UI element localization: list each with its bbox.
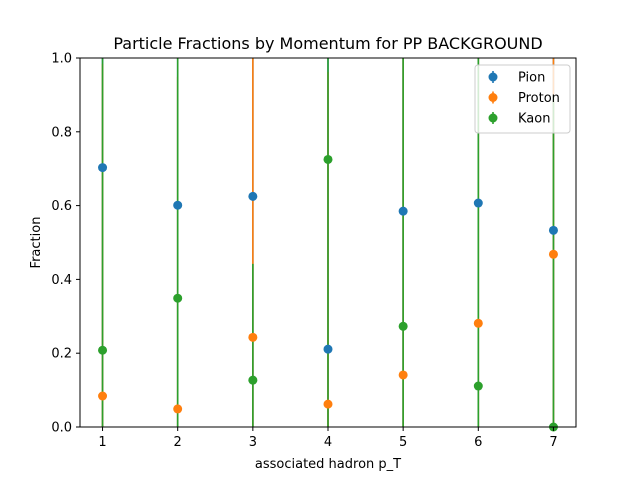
pion-point	[173, 200, 183, 210]
x-tick-label: 7	[549, 435, 557, 450]
legend-marker	[488, 113, 498, 123]
x-tick-label: 5	[399, 435, 407, 450]
kaon-point	[173, 293, 183, 303]
y-tick-label: 0.6	[51, 199, 72, 214]
y-tick-label: 1.0	[51, 52, 72, 67]
y-tick-label: 0.2	[51, 347, 72, 362]
proton-point	[173, 404, 183, 414]
proton-point	[98, 391, 108, 401]
legend-marker	[488, 93, 498, 102]
legend-entry-proton: Proton	[488, 91, 560, 106]
y-tick-label: 0.8	[51, 125, 72, 140]
y-tick-label: 0.4	[51, 273, 72, 288]
x-axis: 1 2 3 4 5 6 7	[98, 427, 558, 450]
legend-label: Proton	[518, 91, 560, 106]
x-tick-label: 4	[324, 435, 332, 450]
proton-point	[248, 332, 258, 342]
data-points	[98, 154, 558, 432]
legend-label: Kaon	[518, 112, 550, 127]
kaon-point	[398, 321, 408, 331]
legend-box	[474, 64, 571, 134]
legend-marker	[488, 72, 498, 82]
y-axis: 0.0 0.2 0.4 0.6 0.8 1.0	[51, 52, 80, 436]
pion-point	[98, 163, 108, 173]
legend-entry-kaon: Kaon	[488, 112, 550, 127]
kaon-point	[473, 381, 483, 391]
proton-point	[473, 318, 483, 328]
pion-point	[548, 225, 558, 235]
x-tick-label: 6	[474, 435, 482, 450]
kaon-point	[98, 345, 108, 355]
y-axis-label: Fraction	[29, 217, 44, 269]
kaon-point	[323, 154, 333, 164]
y-tick-label: 0.0	[51, 421, 72, 436]
pion-point	[473, 198, 483, 208]
x-tick-label: 2	[174, 435, 182, 450]
pion-point	[398, 206, 408, 216]
proton-point	[548, 249, 558, 259]
x-tick-label: 1	[98, 435, 106, 450]
legend-entry-pion: Pion	[488, 71, 545, 86]
proton-point	[323, 399, 333, 409]
proton-point	[398, 370, 408, 380]
x-tick-label: 3	[249, 435, 257, 450]
x-axis-label: associated hadron p_T	[255, 457, 401, 472]
chart-title: Particle Fractions by Momentum for PP BA…	[113, 34, 542, 53]
legend: Pion Proton Kaon	[474, 64, 571, 134]
pion-point	[323, 344, 333, 354]
legend-label: Pion	[518, 71, 545, 86]
pion-point	[248, 191, 258, 201]
kaon-point	[248, 375, 258, 385]
